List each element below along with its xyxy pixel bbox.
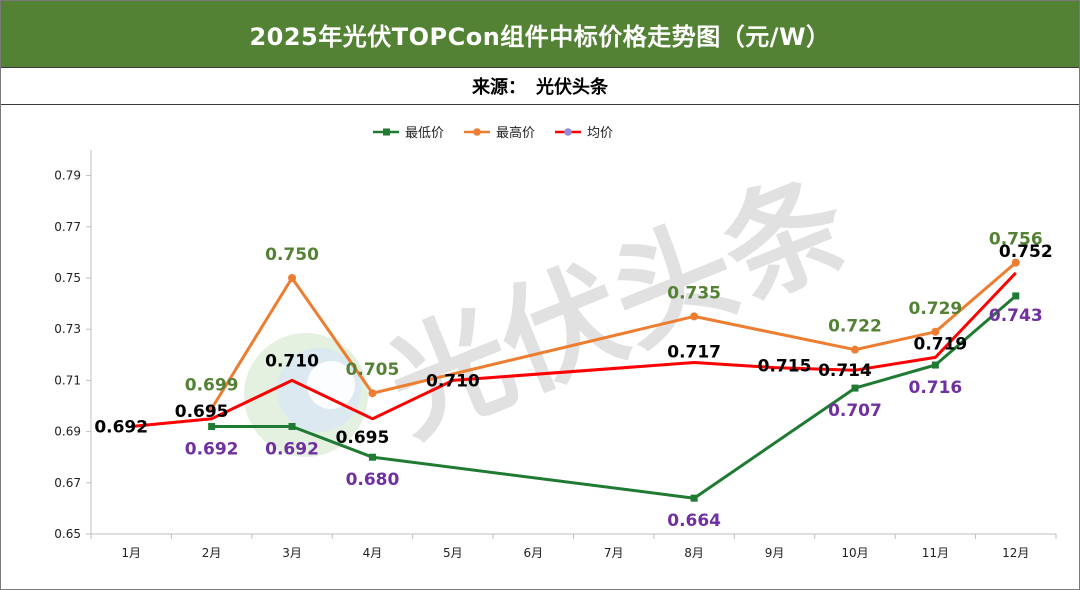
- data-label-low: 0.664: [667, 511, 721, 531]
- data-label-avg: 0.710: [265, 351, 319, 371]
- data-label-avg: 0.710: [426, 371, 480, 391]
- source-line: 来源： 光伏头条: [1, 67, 1079, 105]
- source-value: 光伏头条: [536, 77, 608, 98]
- data-label-avg: 0.695: [336, 428, 390, 448]
- data-label-high: 0.699: [185, 376, 239, 396]
- y-tick-label: 0.69: [54, 425, 81, 439]
- watermark-text: 光伏头条: [370, 153, 867, 462]
- legend-marker-low: [383, 128, 390, 136]
- data-labels: 0.692 0.692 0.680 0.664 0.707 0.716 0.743 0.699…: [94, 230, 1052, 532]
- y-tick-label: 0.75: [54, 271, 81, 285]
- chart-title: 2025年光伏TOPCon组件中标价格走势图（元/W）: [1, 1, 1079, 67]
- y-tick-label: 0.73: [54, 322, 81, 336]
- x-tick-label: 2月: [202, 546, 222, 560]
- x-tick-label: 11月: [922, 546, 949, 560]
- legend-label-low: 最低价: [405, 126, 444, 141]
- point-low: [931, 361, 939, 369]
- data-label-avg: 0.714: [818, 361, 872, 381]
- x-tick-label: 3月: [282, 546, 302, 560]
- data-label-low: 0.692: [185, 439, 239, 459]
- data-label-avg: 0.719: [913, 334, 967, 354]
- point-low: [851, 384, 859, 392]
- data-label-avg: 0.692: [94, 417, 148, 437]
- watermark: 光伏头条: [244, 153, 867, 462]
- point-low: [208, 422, 216, 430]
- data-label-low: 0.692: [265, 439, 319, 459]
- data-label-high: 0.750: [265, 245, 319, 265]
- data-label-high: 0.722: [828, 317, 882, 337]
- legend-label-high: 最高价: [496, 125, 535, 141]
- y-tick-label: 0.77: [54, 220, 81, 234]
- legend-label-avg: 均价: [587, 126, 613, 141]
- source-label: 来源：: [472, 77, 526, 98]
- x-tick-label: 8月: [684, 546, 704, 560]
- x-tick-label: 5月: [443, 546, 463, 560]
- legend-marker-avg: [564, 128, 572, 136]
- y-tick-label: 0.65: [54, 527, 81, 541]
- x-tick-label: 4月: [363, 546, 383, 560]
- data-label-low: 0.707: [828, 401, 882, 421]
- price-chart: 光伏头条 最低价 最高价 均价 0.650.670.690.710.730.750.…: [54, 125, 1057, 560]
- x-axis-ticks: 1月 2月 3月 4月 5月 6月 7月 8月 9月 10月 11月 12月: [90, 534, 1057, 560]
- data-label-high: 0.735: [667, 283, 721, 303]
- data-label-avg: 0.695: [175, 402, 229, 422]
- x-tick-label: 6月: [523, 546, 543, 560]
- point-high: [288, 274, 297, 282]
- data-label-avg: 0.717: [667, 342, 721, 362]
- x-tick-label: 9月: [765, 546, 785, 560]
- point-high: [850, 345, 859, 354]
- x-tick-label: 10月: [841, 546, 868, 560]
- data-label-high: 0.705: [346, 360, 400, 380]
- point-high: [1011, 258, 1020, 267]
- y-tick-label: 0.79: [54, 169, 81, 183]
- point-low: [690, 494, 698, 502]
- series-markers: [207, 258, 1020, 502]
- y-tick-label: 0.67: [54, 476, 81, 490]
- watermark-logo-core: [307, 361, 355, 409]
- x-tick-label: 12月: [1002, 546, 1029, 560]
- y-axis-ticks: 0.65 0.67 0.69 0.71 0.73 0.75 0.77 0.79: [54, 169, 91, 541]
- point-low: [368, 453, 376, 461]
- legend: 最低价 最高价 均价: [373, 125, 613, 141]
- point-high: [690, 312, 699, 321]
- data-label-low: 0.716: [908, 378, 962, 398]
- series-line-avg: [131, 271, 1017, 428]
- x-tick-label: 1月: [121, 546, 141, 560]
- point-low: [1012, 292, 1020, 300]
- point-high: [207, 404, 216, 413]
- data-label-low: 0.680: [346, 470, 400, 490]
- legend-marker-high: [473, 128, 481, 136]
- y-tick-label: 0.71: [54, 373, 81, 387]
- data-label-low: 0.743: [989, 306, 1043, 326]
- x-tick-label: 7月: [604, 546, 624, 560]
- data-label-avg: 0.752: [999, 242, 1053, 262]
- data-label-high: 0.756: [989, 230, 1043, 250]
- point-high: [368, 389, 377, 398]
- data-label-high: 0.729: [908, 299, 962, 319]
- data-label-avg: 0.715: [758, 357, 812, 377]
- point-high: [931, 327, 940, 336]
- point-low: [288, 422, 296, 430]
